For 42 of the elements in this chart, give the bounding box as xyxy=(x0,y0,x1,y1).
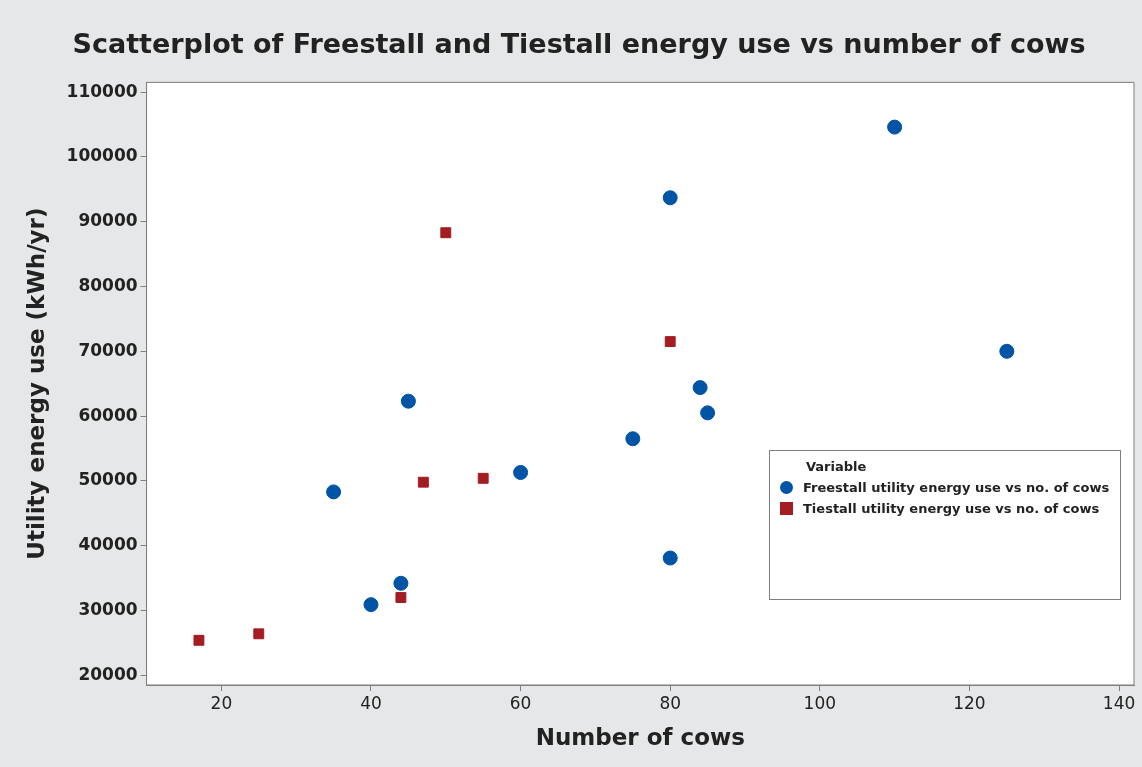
y-tick-label: 40000 xyxy=(78,534,138,555)
point xyxy=(440,227,452,239)
point xyxy=(477,472,489,484)
y-tick-label: 50000 xyxy=(78,469,138,490)
y-tick-label: 90000 xyxy=(78,210,138,231)
point xyxy=(417,476,429,488)
point xyxy=(662,190,678,206)
point xyxy=(692,380,708,396)
legend-title: Variable xyxy=(806,459,868,474)
y-tick-label: 70000 xyxy=(78,339,138,360)
legend-label: Tiestall utility energy use vs no. of cows xyxy=(803,501,1100,516)
y-tick-label: 20000 xyxy=(78,663,138,684)
point xyxy=(700,405,716,421)
point xyxy=(326,484,342,500)
point xyxy=(253,628,265,640)
x-axis-title: Number of cows xyxy=(535,724,745,751)
y-tick-label: 110000 xyxy=(66,80,138,101)
point xyxy=(513,464,529,480)
point xyxy=(400,393,416,409)
legend-label: Freestall utility energy use vs no. of cows xyxy=(803,480,1110,495)
point xyxy=(363,597,379,613)
point xyxy=(664,336,676,348)
point xyxy=(887,119,903,135)
y-tick-label: 30000 xyxy=(78,598,138,619)
x-tick-label: 60 xyxy=(509,692,532,713)
x-tick-label: 80 xyxy=(659,692,682,713)
x-tick-label: 40 xyxy=(360,692,382,713)
point xyxy=(662,550,678,566)
point xyxy=(393,575,409,591)
point xyxy=(395,592,407,603)
x-tick-label: 100 xyxy=(803,692,837,713)
point xyxy=(193,634,205,646)
y-axis-title: Utility energy use (kWh/yr) xyxy=(22,207,49,560)
y-tick-label: 80000 xyxy=(78,274,138,295)
chart-title: Scatterplot of Freestall and Tiestall energy use vs number of cows xyxy=(72,28,1086,60)
x-tick-label: 20 xyxy=(210,692,233,713)
x-tick-label: 120 xyxy=(953,692,986,713)
point xyxy=(625,431,641,447)
y-tick-label: 100000 xyxy=(66,145,138,166)
y-tick-label: 60000 xyxy=(78,404,138,425)
point xyxy=(999,343,1015,359)
x-tick-label: 140 xyxy=(1102,692,1136,713)
